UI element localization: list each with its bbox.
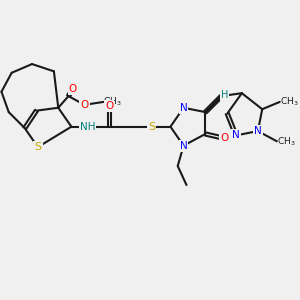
Text: O: O [80,100,88,110]
Text: CH$_3$: CH$_3$ [280,96,298,108]
Text: N: N [180,141,188,151]
Text: O: O [105,101,113,111]
Text: O: O [69,84,77,94]
Text: H: H [221,90,228,100]
Text: S: S [148,122,155,132]
Text: CH$_3$: CH$_3$ [277,135,296,148]
Text: N: N [180,103,188,113]
Text: N: N [232,130,240,140]
Text: S: S [34,142,41,152]
Text: O: O [220,133,229,143]
Text: NH: NH [80,122,95,132]
Text: CH$_3$: CH$_3$ [103,96,122,108]
Text: N: N [254,126,262,136]
